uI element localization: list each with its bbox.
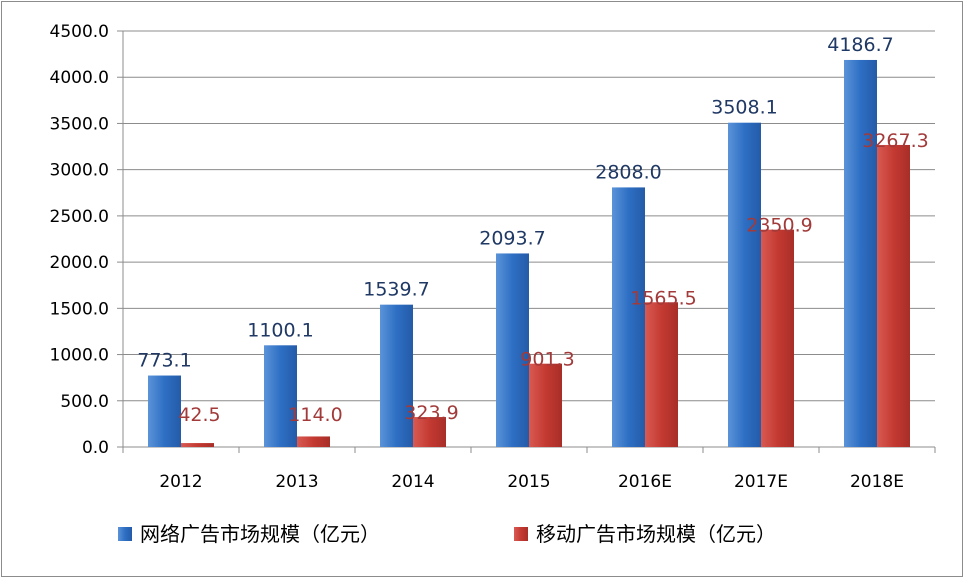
bar-series-1 <box>148 375 181 447</box>
y-tick-label: 1500.0 <box>50 299 109 319</box>
legend-swatch-series-1 <box>118 527 132 541</box>
bar-series-2 <box>297 436 330 447</box>
x-tick-label: 2016E <box>618 472 672 492</box>
y-tick-label: 4000.0 <box>50 68 109 88</box>
bar-series-2 <box>877 144 910 447</box>
y-tick-label: 2000.0 <box>50 253 109 273</box>
data-label-series-1: 3508.1 <box>711 97 777 119</box>
bar-series-2 <box>181 443 214 447</box>
bar-series-2 <box>645 302 678 447</box>
x-tick-label: 2014 <box>391 472 434 492</box>
data-label-series-2: 3267.3 <box>862 130 928 152</box>
bar-series-2 <box>761 229 794 447</box>
data-label-series-1: 1539.7 <box>363 279 429 301</box>
data-label-series-1: 1100.1 <box>247 319 313 341</box>
data-label-series-1: 2808.0 <box>595 161 661 183</box>
bar-series-2 <box>529 363 562 447</box>
data-label-series-2: 2350.9 <box>746 215 812 237</box>
y-tick-label: 2500.0 <box>50 207 109 227</box>
legend-label-series-2: 移动广告市场规模（亿元） <box>536 522 776 546</box>
legend-label-series-1: 网络广告市场规模（亿元） <box>140 522 380 546</box>
bar-series-1 <box>496 253 529 447</box>
x-tick-label: 2017E <box>734 472 788 492</box>
bar-series-2 <box>413 417 446 447</box>
y-tick-label: 1000.0 <box>50 346 109 366</box>
bar-series-1 <box>380 304 413 447</box>
data-labels: 773.1 1100.1 1539.7 2093.7 2808.0 3508.1 4186.… <box>137 34 928 426</box>
y-tick-label: 3500.0 <box>50 114 109 134</box>
y-tick-label: 500.0 <box>60 392 109 412</box>
data-label-series-2: 323.9 <box>404 402 458 424</box>
x-tick-label: 2015 <box>507 472 550 492</box>
bar-series-1 <box>844 59 877 448</box>
y-tick-label: 4500.0 <box>50 22 109 42</box>
legend: 网络广告市场规模（亿元） 移动广告市场规模（亿元） <box>118 522 776 546</box>
bar-series-1 <box>264 345 297 447</box>
data-label-series-2: 114.0 <box>288 404 342 426</box>
bar-series-1 <box>612 187 645 447</box>
y-tick-label: 3000.0 <box>50 161 109 181</box>
data-label-series-2: 1565.5 <box>630 287 696 309</box>
x-tick-label: 2013 <box>275 472 318 492</box>
x-tick-label: 2018E <box>850 472 904 492</box>
x-axis: 2012 2013 2014 2015 2016E 2017E 2018E <box>122 446 936 492</box>
data-label-series-1: 4186.7 <box>827 34 893 56</box>
x-tick-label: 2012 <box>159 472 202 492</box>
data-label-series-1: 2093.7 <box>479 227 545 249</box>
data-label-series-1: 773.1 <box>137 350 191 372</box>
bars <box>148 59 910 448</box>
data-label-series-2: 42.5 <box>178 404 220 426</box>
bar-series-1 <box>728 122 761 447</box>
y-axis: 0.0 500.0 1000.0 1500.0 2000.0 2500.0 3000.0 35… <box>50 22 124 458</box>
y-tick-label: 0.0 <box>82 438 109 458</box>
gridlines <box>123 30 935 402</box>
legend-swatch-series-2 <box>514 527 528 541</box>
data-label-series-2: 901.3 <box>520 349 574 371</box>
